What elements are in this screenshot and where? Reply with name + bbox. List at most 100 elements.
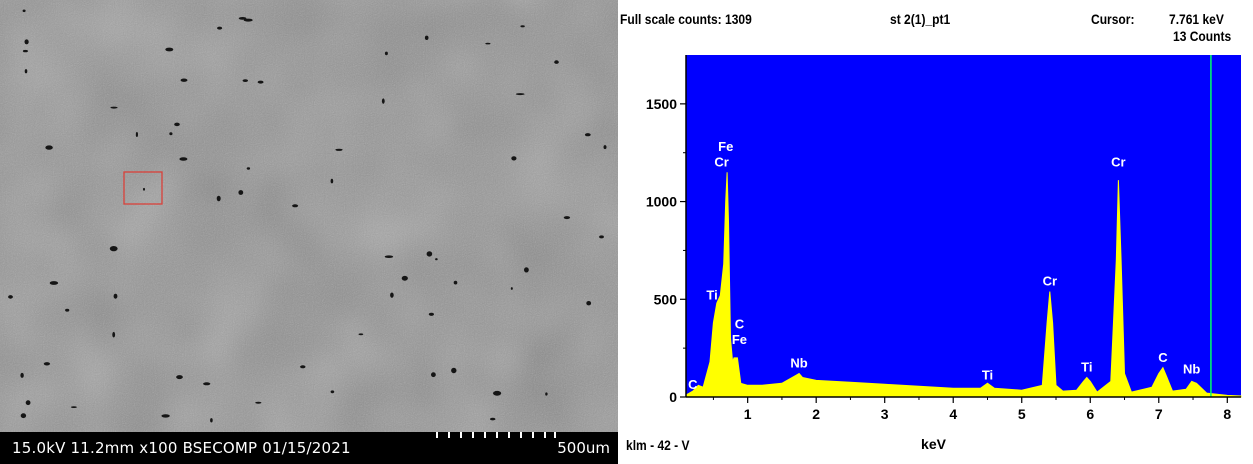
sem-info-bar: 15.0kV 11.2mm x100 BSECOMP 01/15/2021 50… <box>0 432 618 464</box>
y-tick-label: 1000 <box>646 194 677 210</box>
footer-label: klm - 42 - V <box>626 437 690 453</box>
peak-label: C <box>1158 350 1168 365</box>
pore-spot <box>493 390 502 396</box>
selection-box[interactable] <box>123 171 163 205</box>
full-scale-counts: Full scale counts: 1309 <box>620 11 752 27</box>
peak-label: Cr <box>1111 154 1125 169</box>
peak-label: Fe <box>732 332 747 347</box>
pore-spot <box>424 35 429 40</box>
pore-spot <box>401 275 408 281</box>
pore-spot <box>603 145 607 150</box>
x-tick-label: 4 <box>949 406 957 422</box>
pore-spot <box>485 42 491 45</box>
sem-micrograph-panel: 15.0kV 11.2mm x100 BSECOMP 01/15/2021 50… <box>0 0 618 464</box>
pore-spot <box>22 49 28 53</box>
pore-spot <box>169 132 173 136</box>
pore-spot <box>165 47 174 52</box>
pore-spot <box>431 372 436 378</box>
y-tick-label: 500 <box>654 291 678 307</box>
x-tick-label: 3 <box>881 406 889 422</box>
pore-spot <box>257 80 264 84</box>
pore-spot <box>112 331 116 338</box>
pore-spot <box>384 255 394 258</box>
pore-spot <box>335 148 343 151</box>
pore-spot <box>554 60 559 64</box>
pore-spot <box>179 157 188 161</box>
x-tick-label: 8 <box>1223 406 1231 422</box>
pore-spot <box>24 69 28 74</box>
pore-spot <box>22 9 26 13</box>
y-tick-label: 1500 <box>646 96 677 112</box>
x-tick-label: 1 <box>744 406 752 422</box>
pore-spot <box>426 251 433 257</box>
pore-spot <box>45 145 53 150</box>
sem-acquisition-info: 15.0kV 11.2mm x100 BSECOMP 01/15/2021 <box>12 439 351 457</box>
pore-spot <box>511 156 517 161</box>
pore-spot <box>292 204 299 208</box>
pore-spot <box>109 246 118 252</box>
pore-spot <box>20 372 24 378</box>
peak-label: Nb <box>1183 362 1200 377</box>
pore-spot <box>358 333 364 336</box>
pore-spot <box>135 132 138 137</box>
pore-spot <box>300 365 306 369</box>
x-tick-label: 2 <box>812 406 820 422</box>
spectrum-name: st 2(1)_pt1 <box>890 11 951 27</box>
x-axis-title: keV <box>921 436 947 452</box>
pore-spot <box>70 406 77 408</box>
pore-spot <box>143 187 145 191</box>
peak-label: C <box>735 317 745 332</box>
peak-label: Ti <box>982 367 993 382</box>
pore-spot <box>8 295 13 299</box>
pore-spot <box>24 39 29 45</box>
pore-spot <box>246 167 251 170</box>
cursor-label: Cursor: <box>1091 11 1135 27</box>
cursor-counts: 13 Counts <box>1173 28 1232 44</box>
sem-scale-label: 500um <box>557 439 610 457</box>
cursor-value: 7.761 keV <box>1169 11 1224 27</box>
pore-spot <box>515 93 525 96</box>
pore-spot <box>65 308 70 312</box>
pore-spot <box>217 26 223 30</box>
pore-spot <box>384 51 388 56</box>
pore-spot <box>43 362 51 366</box>
y-tick-label: 0 <box>669 389 677 405</box>
pore-spot <box>255 401 262 404</box>
pore-spot <box>174 122 180 127</box>
pore-spot <box>110 106 118 109</box>
pore-spot <box>563 216 571 220</box>
pore-spot <box>49 281 59 285</box>
pore-spot <box>161 414 170 418</box>
peak-label: Ti <box>1081 360 1092 375</box>
sem-scale-bar <box>436 432 556 438</box>
pore-spot <box>490 417 496 421</box>
spectrum-series <box>685 172 1242 398</box>
pore-spot <box>330 390 335 394</box>
plot-area <box>686 55 1241 397</box>
pore-spot <box>180 78 188 82</box>
pore-spot <box>520 25 525 28</box>
pore-spot <box>381 98 385 104</box>
peak-label: C <box>688 377 698 392</box>
pore-spot <box>453 280 458 285</box>
pore-spot <box>113 293 118 299</box>
sem-micrograph-image <box>0 0 618 432</box>
pore-spot <box>242 79 248 82</box>
pore-spot <box>435 258 438 261</box>
pore-spot <box>243 18 253 22</box>
peak-label: Cr <box>714 154 728 169</box>
pore-spot <box>390 292 394 298</box>
x-tick-label: 5 <box>1018 406 1026 422</box>
peak-label: Cr <box>1043 274 1057 289</box>
pore-spot <box>216 195 221 202</box>
pore-spot <box>238 17 247 20</box>
pore-spot <box>524 267 529 273</box>
pore-spot <box>428 312 434 316</box>
peak-label: Nb <box>790 356 807 371</box>
pore-spot <box>176 375 183 380</box>
peak-label: Fe <box>718 139 733 154</box>
eds-spectrum-panel: Full scale counts: 1309 st 2(1)_pt1 Curs… <box>618 0 1253 464</box>
pore-spot <box>210 418 213 423</box>
pore-spot <box>203 382 211 386</box>
